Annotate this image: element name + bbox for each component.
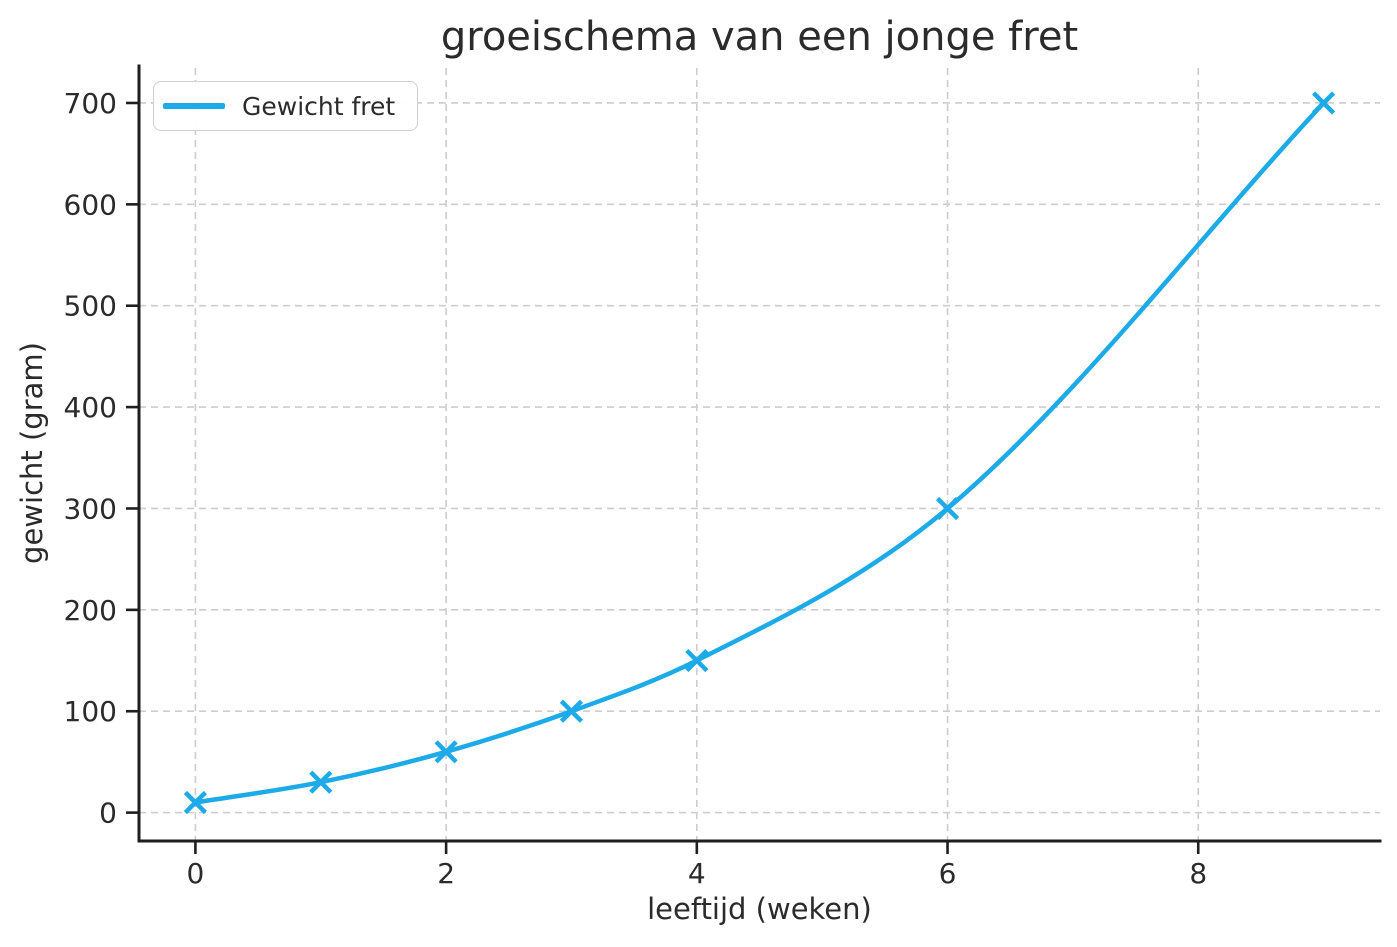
svg-text:400: 400 (64, 391, 117, 424)
svg-text:600: 600 (64, 188, 117, 221)
data-point-marker (1311, 91, 1336, 115)
y-axis-label: gewicht (gram) (15, 342, 49, 564)
svg-text:0: 0 (186, 857, 204, 890)
series-markers (183, 91, 1336, 815)
svg-text:0: 0 (99, 797, 117, 830)
svg-text:8: 8 (1189, 857, 1207, 890)
tick-marks (126, 101, 1200, 854)
x-axis-label: leeftijd (weken) (647, 892, 872, 926)
data-point-marker (309, 770, 333, 794)
svg-text:300: 300 (64, 492, 117, 525)
svg-text:200: 200 (64, 594, 117, 627)
svg-text:6: 6 (939, 857, 957, 890)
legend: Gewicht fret (153, 81, 419, 131)
svg-text:2: 2 (437, 857, 455, 890)
svg-text:500: 500 (64, 290, 117, 323)
data-point-marker (434, 740, 458, 764)
legend-label: Gewicht fret (242, 91, 396, 121)
x-tick-labels: 0 2 4 6 8 (186, 857, 1207, 890)
data-point-marker (183, 790, 207, 815)
svg-text:700: 700 (64, 87, 117, 120)
gridlines (139, 68, 1380, 841)
y-tick-labels: 0 100 200 300 400 500 600 700 (64, 87, 117, 830)
data-point-marker (935, 496, 960, 521)
chart-title: groeischema van een jonge fret (440, 14, 1079, 60)
data-point-marker (559, 699, 584, 723)
legend-line-swatch (163, 103, 225, 109)
series-line (193, 100, 1326, 805)
svg-text:4: 4 (688, 857, 706, 890)
data-point-marker (685, 648, 709, 673)
axes-spines (137, 64, 1382, 843)
svg-text:100: 100 (64, 695, 117, 728)
